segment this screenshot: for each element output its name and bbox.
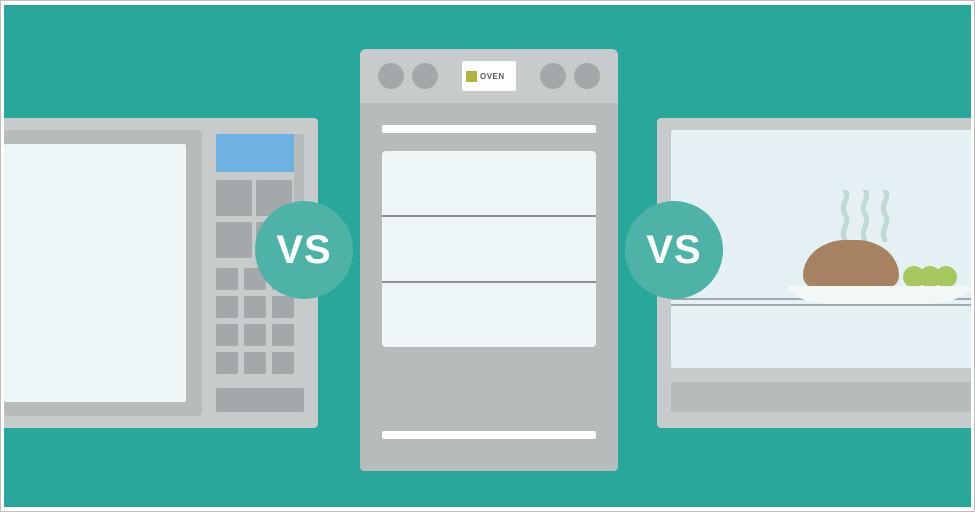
- inner-area: OVEN: [4, 5, 971, 507]
- microwave-wide-button: [216, 388, 304, 412]
- roast-meat-icon: [803, 240, 899, 288]
- oven-knob: [540, 63, 566, 89]
- microwave-key: [216, 268, 238, 290]
- oven-top-panel: OVEN: [360, 49, 618, 103]
- microwave-preset-button: [216, 180, 252, 216]
- microwave-key: [244, 352, 266, 374]
- oven-rack-line: [382, 215, 596, 217]
- oven-body: [360, 103, 618, 471]
- microwave-key: [216, 296, 238, 318]
- microwave-key: [216, 352, 238, 374]
- oven-knob: [412, 63, 438, 89]
- plate: [793, 290, 965, 304]
- microwave-key: [216, 324, 238, 346]
- toaster-tray-slot: [671, 382, 971, 412]
- steam-icon: [835, 190, 895, 242]
- microwave-window-frame: [4, 130, 202, 416]
- microwave-display: [216, 134, 304, 172]
- microwave-key: [244, 324, 266, 346]
- vs-text: VS: [646, 228, 701, 273]
- oven-drawer-handle: [382, 431, 596, 439]
- oven-handle: [382, 125, 596, 133]
- vegetables-icon: [903, 266, 957, 288]
- microwave-key: [244, 296, 266, 318]
- oven-label: OVEN: [462, 61, 516, 91]
- microwave-key: [272, 296, 294, 318]
- oven-knob: [574, 63, 600, 89]
- oven-knob: [378, 63, 404, 89]
- microwave-key: [272, 352, 294, 374]
- vs-badge-right: VS: [625, 201, 723, 299]
- oven-label-text: OVEN: [480, 72, 505, 81]
- microwave-window: [4, 144, 186, 402]
- oven-rack-line: [382, 281, 596, 283]
- oven-label-square: [466, 71, 477, 82]
- oven-appliance: OVEN: [360, 49, 618, 471]
- oven-window: [382, 151, 596, 347]
- vs-text: VS: [276, 228, 331, 273]
- infographic-canvas: OVEN: [0, 0, 975, 512]
- vs-badge-left: VS: [255, 201, 353, 299]
- microwave-key: [272, 324, 294, 346]
- microwave-preset-button: [216, 222, 252, 258]
